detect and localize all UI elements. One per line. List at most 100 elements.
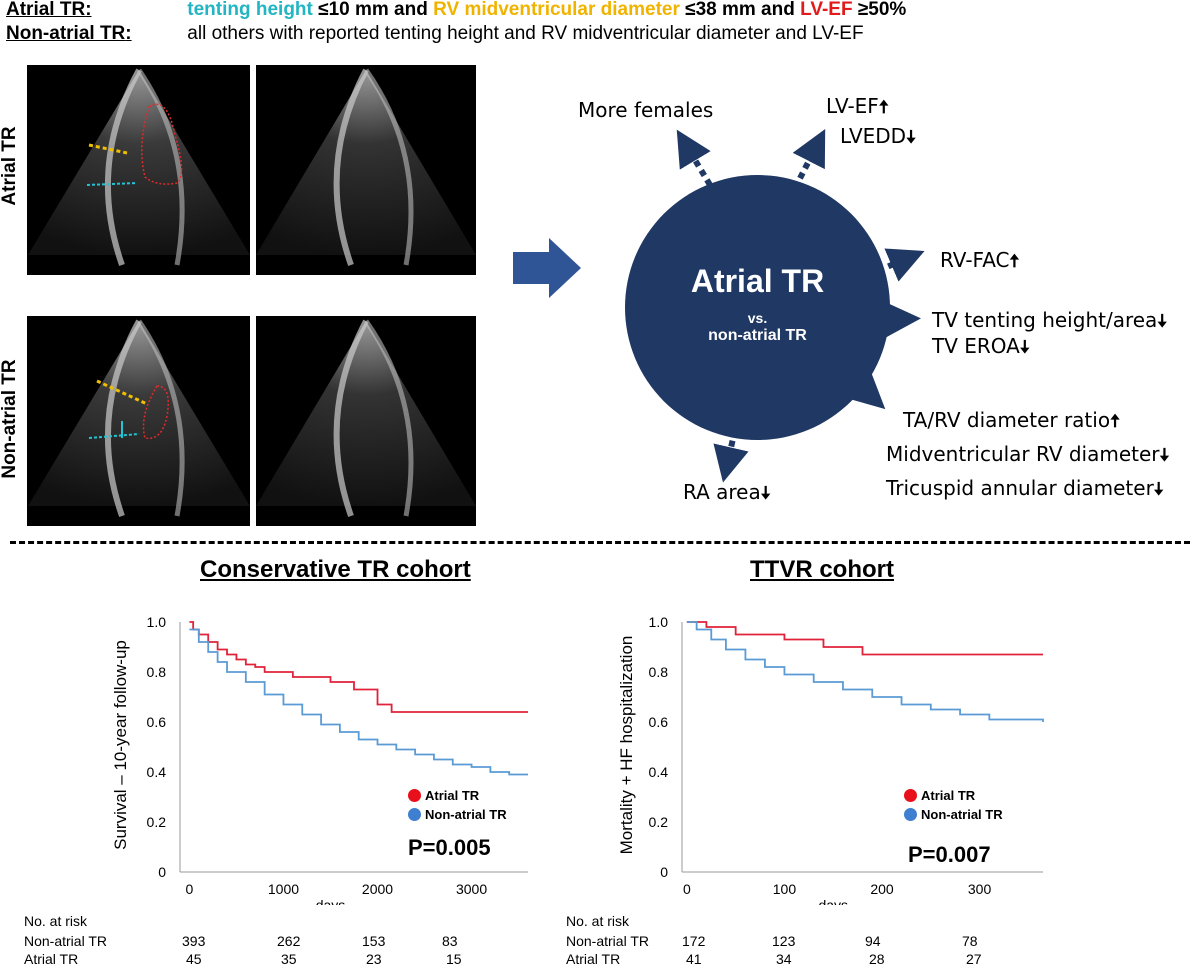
y-tick-label: 0.6 — [649, 714, 669, 730]
feature-rvfac: RV-FAC🠅 — [940, 248, 1020, 272]
non-atrial-tr-definition-label: Non-atrial TR: — [6, 23, 132, 44]
header-line-1: Atrial TR: tenting height ≤10 mm and RV … — [6, 0, 906, 20]
x-tick-label: 0 — [186, 881, 194, 897]
blue-dot-icon — [408, 808, 421, 821]
y-tick-label: 0 — [660, 864, 668, 880]
echo-image-non-atrial-annotated — [27, 316, 250, 526]
down-arrow-icon: 🠇 — [760, 483, 771, 504]
x-axis-label: days — [818, 897, 848, 905]
big-right-arrow-icon — [513, 238, 581, 298]
rv-diameter-term: RV midventricular diameter — [433, 0, 680, 20]
y-tick-label: 0.4 — [147, 764, 167, 780]
chart2-risk-row-label: Atrial TR — [566, 951, 621, 967]
y-tick-label: 0.8 — [649, 664, 669, 680]
series-line-atrial-tr — [189, 621, 528, 713]
feature-ra-area: RA area🠇 — [683, 480, 771, 504]
circle-title: Atrial TR — [690, 263, 825, 299]
series-line-non-atrial-tr — [686, 621, 1044, 722]
y-tick-label: 0.6 — [147, 714, 167, 730]
red-dot-icon — [408, 789, 421, 802]
series-line-atrial-tr — [686, 621, 1043, 656]
chart1-risk-value: 393 — [182, 933, 206, 949]
x-tick-label: 0 — [683, 881, 691, 897]
down-arrow-icon: 🠇 — [1153, 479, 1164, 500]
up-arrow-icon: 🠅 — [1110, 411, 1120, 432]
rv-diameter-value: ≤38 mm and — [679, 0, 801, 20]
chart2-risk-value: 123 — [772, 933, 796, 949]
non-atrial-tr-definition-text: all others with reported tenting height … — [187, 23, 864, 44]
chart-ttvr: 0 0.2 0.4 0.6 0.8 1.0 0 100 200 300 days — [649, 614, 1044, 905]
echo-image-atrial-annotated — [27, 65, 250, 275]
circle-subtitle: non-atrial TR — [708, 327, 807, 344]
echo-image-atrial-plain — [256, 65, 476, 275]
lvef-term: LV-EF — [800, 0, 853, 20]
down-arrow-icon: 🠇 — [906, 127, 916, 148]
arrow-tv-tenting — [874, 301, 921, 338]
chart1-risk-value: 45 — [186, 951, 202, 967]
chart2-p-value: P=0.007 — [908, 842, 991, 867]
y-tick-label: 1.0 — [649, 614, 669, 630]
x-tick-label: 300 — [968, 881, 992, 897]
chart2-risk-row-label: Non-atrial TR — [566, 933, 649, 949]
arrow-ra-area — [713, 429, 749, 483]
chart2-legend-non-atrial: Non-atrial TR — [904, 807, 1003, 822]
arrow-more-females — [676, 129, 713, 187]
x-tick-label: 2000 — [362, 881, 393, 897]
section-divider — [10, 541, 1190, 544]
chart1-legend-non-atrial: Non-atrial TR — [408, 807, 507, 822]
chart2-risk-value: 34 — [776, 951, 792, 967]
chart-title-conservative: Conservative TR cohort — [200, 556, 471, 583]
feature-midventricular-rv: Midventricular RV diameter🠇 — [886, 442, 1170, 466]
chart-conservative-tr: 0 0.2 0.4 0.6 0.8 1.0 0 1000 2000 3000 days — [147, 614, 528, 905]
feature-ta-rv-ratio: TA/RV diameter ratio🠅 — [903, 408, 1120, 432]
chart1-risk-row-label: Non-atrial TR — [24, 933, 107, 949]
y-tick-label: 0.2 — [649, 814, 669, 830]
chart2-legend-atrial: Atrial TR — [904, 788, 975, 803]
x-axis-label: days — [316, 897, 346, 905]
echo-image-non-atrial-plain — [256, 316, 476, 526]
x-tick-label: 3000 — [456, 881, 487, 897]
arrow-rvfac — [866, 248, 925, 282]
series-line-non-atrial-tr — [189, 628, 528, 776]
chart1-risk-value: 15 — [446, 951, 462, 967]
chart-title-ttvr: TTVR cohort — [750, 556, 894, 583]
header-line-2: Non-atrial TR: all others with reported … — [6, 24, 864, 44]
feature-lvef: LV-EF🠅 — [826, 94, 889, 118]
y-tick-label: 0.8 — [147, 664, 167, 680]
chart2-risk-value: 27 — [966, 951, 982, 967]
feature-tv-eroa: TV EROA🠇 — [932, 334, 1030, 358]
y-tick-label: 0 — [158, 864, 166, 880]
chart1-risk-row-label: Atrial TR — [24, 951, 79, 967]
arrow-ta-rv — [845, 371, 886, 410]
y-tick-label: 0.4 — [649, 764, 669, 780]
atrial-tr-definition-label: Atrial TR: — [6, 0, 92, 20]
down-arrow-icon: 🠇 — [1019, 337, 1030, 358]
x-tick-label: 100 — [773, 881, 797, 897]
chart1-risk-header: No. at risk — [24, 913, 88, 929]
feature-more-females: More females — [578, 98, 714, 122]
y-tick-label: 1.0 — [147, 614, 167, 630]
chart2-risk-value: 41 — [686, 951, 702, 967]
feature-tricuspid-annular: Tricuspid annular diameter🠇 — [886, 476, 1164, 500]
lvef-value: ≥50% — [852, 0, 907, 20]
chart2-risk-value: 172 — [682, 933, 706, 949]
circle-vs: vs. — [747, 310, 768, 326]
chart1-risk-value: 35 — [281, 951, 297, 967]
chart2-risk-value: 94 — [865, 933, 881, 949]
x-tick-label: 200 — [870, 881, 894, 897]
atrial-vs-non-atrial-circle: Atrial TR vs. non-atrial TR — [625, 175, 890, 440]
feature-arrows — [676, 128, 925, 483]
chart2-risk-value: 78 — [962, 933, 978, 949]
feature-tv-tenting: TV tenting height/area🠇 — [932, 308, 1168, 332]
chart1-risk-value: 153 — [362, 933, 386, 949]
tenting-height-term: tenting height — [187, 0, 313, 20]
chart2-risk-header: No. at risk — [566, 913, 630, 929]
chart1-ylabel: Survival – 10-year follow-up — [111, 640, 130, 850]
blue-dot-icon — [904, 808, 917, 821]
red-dot-icon — [904, 789, 917, 802]
tenting-height-value: ≤10 mm and — [312, 0, 434, 20]
chart1-risk-value: 23 — [366, 951, 382, 967]
down-arrow-icon: 🠇 — [1159, 445, 1170, 466]
feature-lvedd: LVEDD🠇 — [840, 124, 916, 148]
chart1-risk-value: 83 — [442, 933, 458, 949]
